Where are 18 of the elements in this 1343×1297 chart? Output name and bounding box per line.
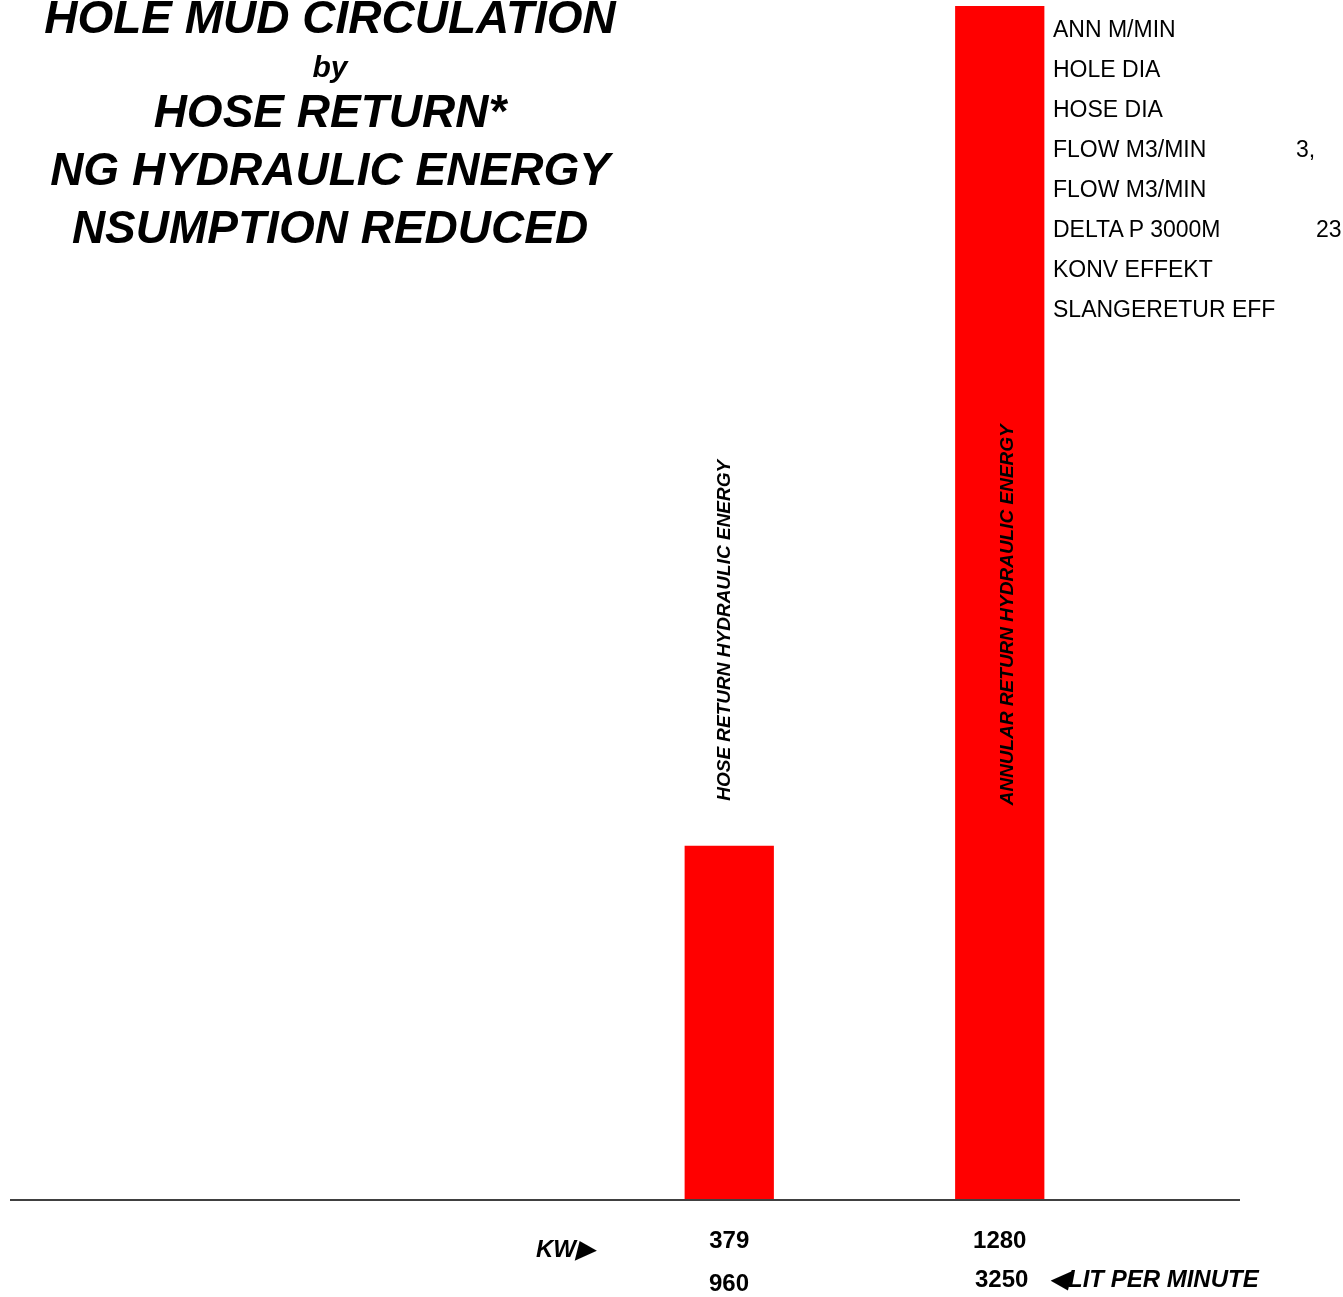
text: ◀LIT PER MINUTE [1050,1265,1259,1292]
text: HOLE MUD CIRCULATION by HOSE RETURN* NG HYDRAULIC ENERGY NSUMPTION REDUCED [43,0,618,253]
annotation: KONV EFFEKT [1053,256,1213,282]
text: 3250 [975,1265,1029,1292]
annotation: FLOW M3/MIN [1053,176,1207,202]
text: 23 [1316,216,1342,242]
annotation: SLANGERETUR EFF [1053,296,1276,322]
annotation: ANN M/MIN [1053,16,1176,42]
text: 3, [1296,136,1316,162]
data-label: 379 [709,1225,750,1253]
x-tick-label: ANNULAR RETURN HYDRAULIC ENERGY [995,421,1017,807]
annotation: DELTA P 3000M [1053,216,1221,242]
annotation: HOLE DIA [1053,56,1161,82]
x-tick-label: HOSE RETURN HYDRAULIC ENERGY [713,457,735,801]
annotation: FLOW M3/MIN [1053,136,1207,162]
text: 960 [709,1269,750,1296]
annotation: HOSE DIA [1053,96,1163,122]
data-label: 1280 [973,1225,1027,1253]
